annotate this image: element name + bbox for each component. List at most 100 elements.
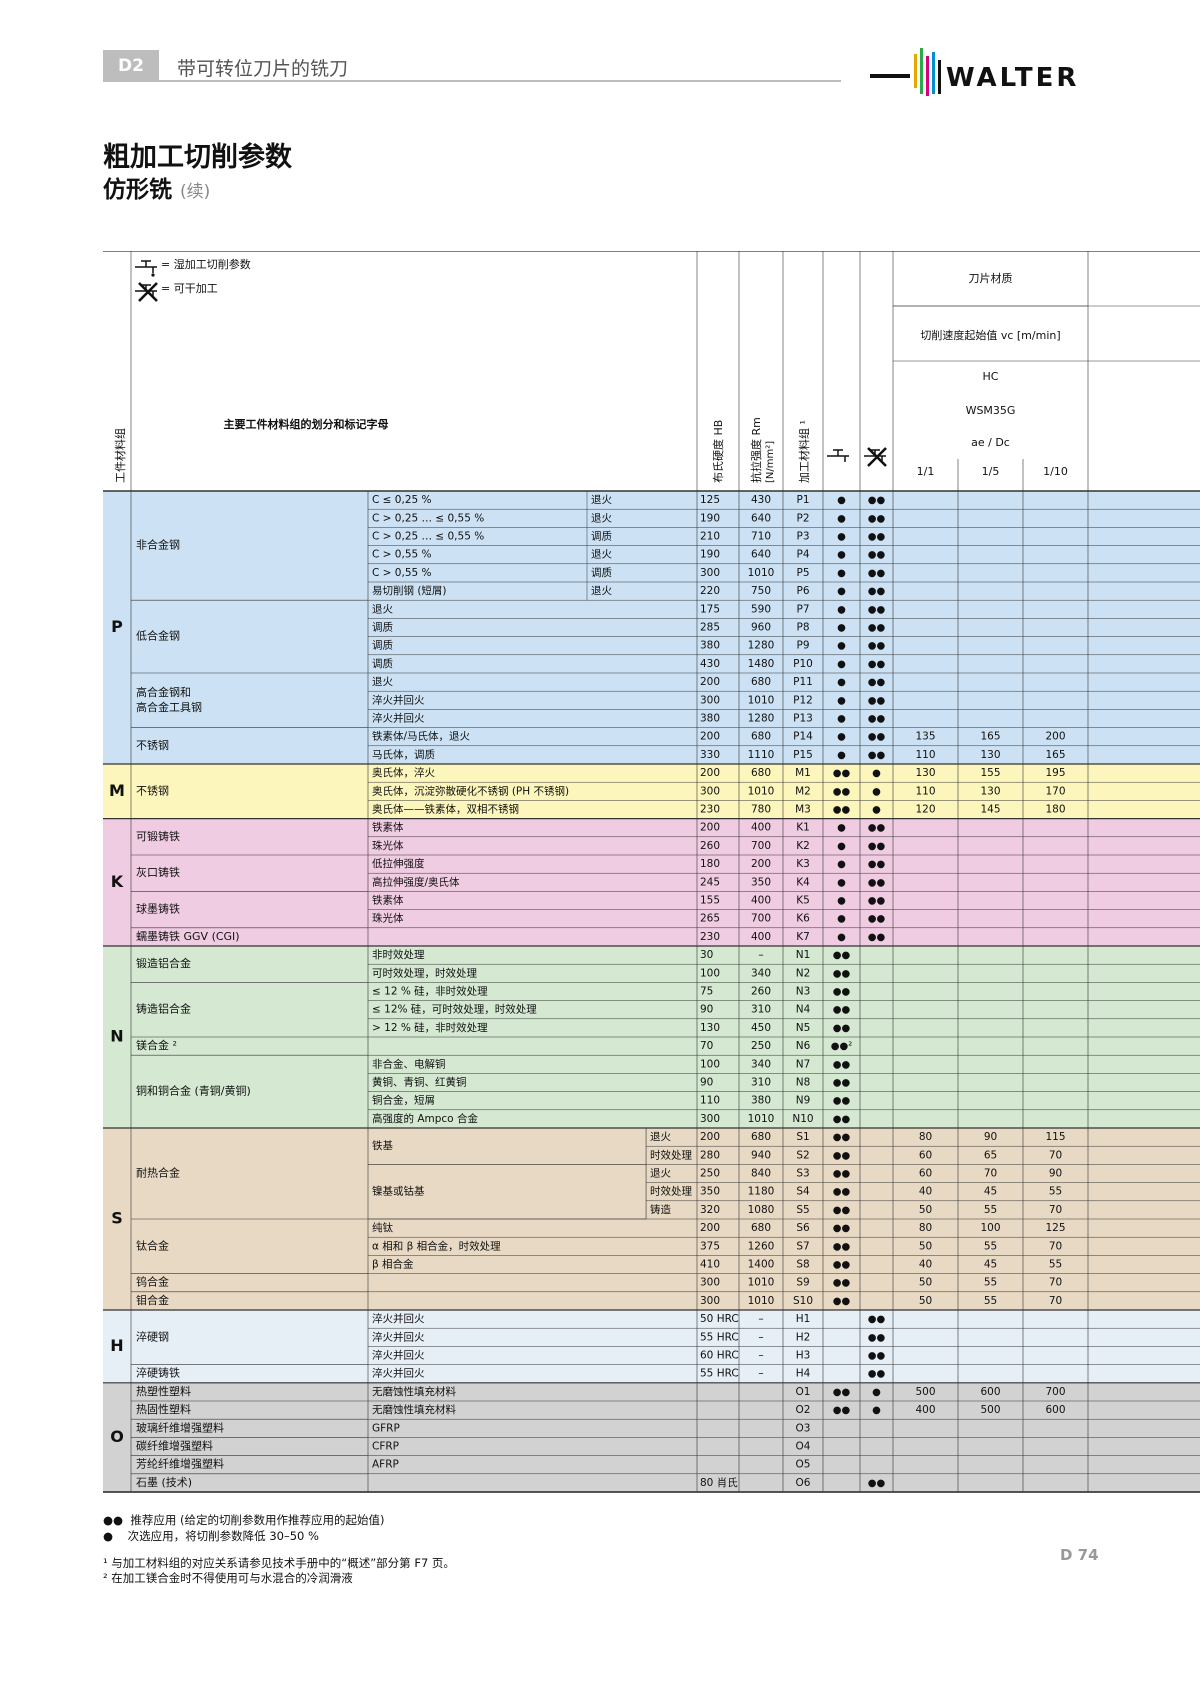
- vc-value: 70: [984, 1168, 997, 1180]
- hardness-value: 190: [700, 512, 720, 524]
- wet-rating: ●: [837, 623, 846, 634]
- strength-value: 1480: [748, 658, 775, 670]
- vc-value: 125: [1045, 1222, 1065, 1234]
- legend-alternative-symbol: ●: [103, 1529, 114, 1543]
- hardness-value: 430: [700, 658, 720, 670]
- hardness-value: 110: [700, 1095, 720, 1107]
- material-desc: α 相和 β 相合金，时效处理: [372, 1239, 501, 1252]
- dry-rating: ●●: [868, 732, 886, 743]
- subgroup-label: 不锈钢: [136, 739, 169, 752]
- hardness-value: 60 HRC: [700, 1350, 739, 1362]
- vc-value: 55: [984, 1204, 997, 1216]
- strength-value: 640: [751, 512, 771, 524]
- wet-rating: ●: [837, 695, 846, 706]
- strength-value: 700: [751, 913, 771, 925]
- dry-rating: ●●: [868, 1369, 886, 1380]
- material-condition: 退火: [591, 549, 612, 561]
- subgroup-label: 石墨 (技术): [136, 1476, 192, 1489]
- vc-value: 500: [980, 1404, 1000, 1416]
- wet-rating: ●●: [833, 1132, 851, 1143]
- vc-value: 500: [915, 1386, 935, 1398]
- wet-rating: ●: [837, 550, 846, 561]
- wet-rating: ●●: [833, 1223, 851, 1234]
- material-code: N10: [792, 1113, 813, 1125]
- vc-value: 45: [984, 1186, 997, 1198]
- strength-value: 1010: [748, 1113, 775, 1125]
- hardness-value: 90: [700, 1077, 713, 1089]
- subgroup-label: 热塑性塑料: [136, 1384, 191, 1398]
- dry-rating: ●●: [868, 495, 886, 506]
- hardness-value: 375: [700, 1240, 720, 1252]
- group-letter-H: H: [110, 1336, 123, 1355]
- column-desc-header: 主要工件材料组的划分和标记字母: [224, 417, 389, 431]
- dry-rating: ●●: [868, 841, 886, 852]
- strength-value: 310: [751, 1004, 771, 1016]
- material-code: N1: [796, 949, 811, 961]
- material-code: K5: [796, 895, 810, 907]
- wet-rating: ●: [837, 677, 846, 688]
- dry-rating: ●: [872, 768, 881, 779]
- material-code: O1: [796, 1386, 811, 1398]
- strength-value: 340: [751, 1058, 771, 1070]
- ratio-2: 1/5: [982, 465, 1000, 478]
- wet-column-icon: [827, 449, 849, 462]
- hardness-value: 280: [700, 1149, 720, 1161]
- hardness-value: 75: [700, 986, 713, 998]
- dry-rating: ●●: [868, 896, 886, 907]
- material-code: K1: [796, 822, 810, 834]
- material-code: S4: [796, 1186, 810, 1198]
- strength-value: 310: [751, 1077, 771, 1089]
- wet-rating: ●: [837, 877, 846, 888]
- vc-value: 180: [1045, 804, 1065, 816]
- vc-value: 600: [980, 1386, 1000, 1398]
- vc-value: 110: [915, 749, 935, 761]
- strength-value: 350: [751, 876, 771, 888]
- material-desc: 退火: [372, 676, 393, 688]
- ratio-1: 1/1: [917, 465, 935, 478]
- hardness-value: 80 肖氏: [700, 1476, 738, 1489]
- hardness-value: 300: [700, 694, 720, 706]
- material-code: O6: [796, 1477, 811, 1489]
- dry-rating: ●: [872, 786, 881, 797]
- strength-value: 680: [751, 1131, 771, 1143]
- vc-value: 55: [1049, 1259, 1062, 1271]
- group-letter-O: O: [110, 1427, 124, 1446]
- subgroup-label: 淬硬钢: [136, 1329, 169, 1343]
- strength-value: 840: [751, 1168, 771, 1180]
- subgroup-label: 碳纤维增强塑料: [136, 1439, 213, 1453]
- material-condition: 铸造: [650, 1203, 671, 1216]
- vc-value: 50: [919, 1204, 932, 1216]
- material-desc: 奥氏体，淬火: [372, 766, 435, 779]
- hardness-value: 55 HRC: [700, 1331, 739, 1343]
- hardness-value: 220: [700, 585, 720, 597]
- material-code: O2: [796, 1404, 811, 1416]
- material-code: P5: [796, 567, 809, 579]
- material-condition: 退火: [591, 585, 612, 597]
- vc-value: 55: [984, 1295, 997, 1307]
- hardness-value: 250: [700, 1168, 720, 1180]
- strength-value: 1110: [748, 749, 775, 761]
- wet-rating: ●●: [833, 786, 851, 797]
- dry-rating: ●●: [868, 750, 886, 761]
- material-desc: 调质: [372, 658, 393, 670]
- material-code: K4: [796, 876, 810, 888]
- material-desc: 淬火并回火: [372, 1312, 425, 1325]
- wet-rating: ●●: [833, 1078, 851, 1089]
- vc-value: 200: [1045, 731, 1065, 743]
- column-rm-unit: [N/mm²]: [765, 441, 776, 483]
- material-desc: 奥氏体，沉淀弥散硬化不锈钢 (PH 不锈钢): [372, 784, 569, 797]
- wet-rating: ●: [837, 604, 846, 615]
- dry-rating: ●●: [868, 859, 886, 870]
- vc-value: 145: [980, 804, 1000, 816]
- material-code: N6: [796, 1040, 811, 1052]
- group-letter-M: M: [109, 781, 125, 800]
- material-desc: 高强度的 Ampco 合金: [372, 1112, 478, 1125]
- material-code: H3: [796, 1350, 811, 1362]
- strength-value: 1010: [748, 1277, 775, 1289]
- dry-rating: ●●: [868, 604, 886, 615]
- material-code: O5: [796, 1459, 811, 1471]
- legend-alternative-text: 次选应用，将切削参数降低 30–50 %: [127, 1529, 319, 1543]
- merged-material-desc: 铁基: [372, 1139, 393, 1152]
- strength-value: 450: [751, 1022, 771, 1034]
- dry-rating: ●●: [868, 532, 886, 543]
